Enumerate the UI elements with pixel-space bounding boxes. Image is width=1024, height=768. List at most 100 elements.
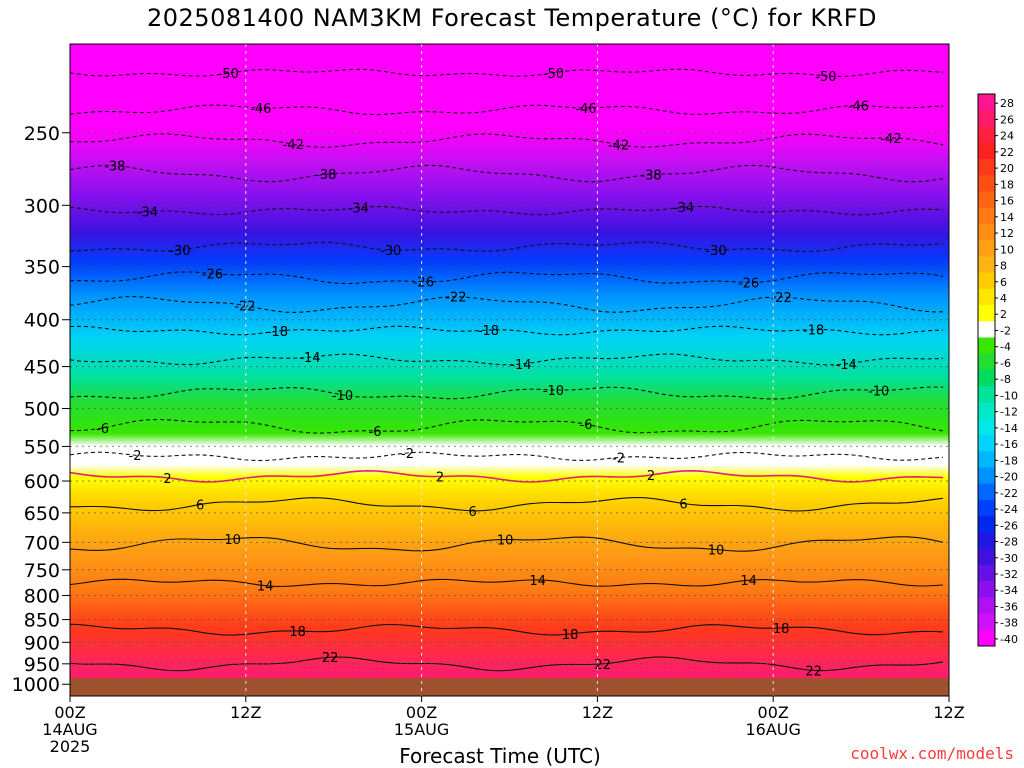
- colorbar-label: 24: [1000, 130, 1014, 143]
- colorbar-swatch: [978, 581, 995, 598]
- y-tick-label: 1000: [12, 674, 60, 696]
- colorbar-label: 22: [1000, 146, 1014, 159]
- colorbar-swatch: [978, 451, 995, 468]
- isotherm-label: 2: [647, 469, 655, 484]
- colorbar-swatch: [978, 370, 995, 387]
- colorbar-swatch: [978, 94, 995, 111]
- isotherm--46: [70, 104, 944, 116]
- isotherm-label: -50: [218, 67, 239, 82]
- ground-band: [70, 678, 949, 696]
- isotherm-label: -6: [96, 422, 109, 437]
- isotherm-label: -42: [880, 132, 901, 147]
- y-tick-label: 350: [24, 257, 60, 279]
- y-tick-label: 600: [24, 471, 60, 493]
- isotherm--26: [70, 271, 944, 285]
- isotherm-label: -46: [250, 102, 271, 117]
- x-tick-label: 12Z: [230, 703, 261, 722]
- isotherm--2: [70, 451, 944, 462]
- colorbar-label: 8: [1000, 260, 1007, 273]
- isotherm-22: [70, 656, 944, 672]
- isotherm--34: [70, 205, 944, 216]
- x-tick-label: 14AUG: [42, 720, 97, 739]
- colorbar-swatch: [978, 272, 995, 290]
- isotherm-label: 2: [163, 472, 171, 487]
- y-tick-label: 950: [24, 654, 60, 676]
- isotherm-label: -34: [348, 202, 369, 217]
- colorbar-swatch: [978, 110, 995, 127]
- x-tick-label: 00Z: [406, 703, 437, 722]
- colorbar-label: 28: [1000, 97, 1014, 110]
- isotherm-10: [70, 536, 944, 552]
- temperature-field: [70, 44, 949, 696]
- isotherm-label: -14: [510, 358, 531, 373]
- colorbar-frame: [977, 93, 996, 647]
- colorbar-label: -24: [1000, 503, 1018, 516]
- colorbar-label: -22: [1000, 487, 1018, 500]
- y-tick-label: 500: [24, 399, 60, 421]
- isotherm--50: [70, 68, 944, 77]
- colorbar-swatch: [978, 126, 995, 144]
- isotherm-label: -26: [413, 276, 434, 291]
- y-tick-label: 750: [24, 560, 60, 582]
- colorbar-label: -16: [1000, 438, 1018, 451]
- colorbar-swatch: [978, 548, 995, 566]
- y-tick-label: 400: [24, 310, 60, 332]
- isotherm-label: -26: [202, 268, 223, 283]
- colorbar-swatch: [978, 516, 995, 533]
- isotherm--10: [70, 386, 944, 400]
- isotherm-label: 6: [468, 505, 476, 520]
- colorbar-swatch: [978, 499, 995, 517]
- colorbar-label: -36: [1000, 600, 1018, 613]
- isotherm-label: -22: [445, 291, 466, 306]
- isotherm--30: [70, 241, 944, 253]
- colorbar-label: 14: [1000, 211, 1014, 224]
- isotherm-label: -14: [299, 351, 320, 366]
- colorbar-label: 20: [1000, 162, 1014, 175]
- isotherm-label: -18: [803, 324, 824, 339]
- colorbar-swatch: [978, 629, 995, 647]
- isotherm-label: -2: [129, 449, 142, 464]
- colorbar-label: 18: [1000, 178, 1014, 191]
- isotherm-label: 2: [436, 470, 444, 485]
- x-tick-label: 12Z: [933, 703, 964, 722]
- isotherm-label: -10: [543, 384, 564, 399]
- isotherm-label: 6: [679, 498, 687, 513]
- colorbar-label: -38: [1000, 617, 1018, 630]
- chart-title: 2025081400 NAM3KM Forecast Temperature (…: [146, 4, 878, 32]
- isotherm-label: -50: [543, 67, 564, 82]
- isotherm-6: [70, 496, 944, 512]
- isotherm--14: [70, 353, 944, 366]
- colorbar-swatch: [978, 321, 995, 339]
- isotherm-label: 18: [562, 628, 579, 643]
- colorbar-swatch: [978, 418, 995, 436]
- colorbar-label: 12: [1000, 227, 1014, 240]
- isotherm--38: [70, 164, 944, 183]
- colorbar-label: -4: [1000, 341, 1011, 354]
- isotherm-label: 6: [196, 498, 204, 513]
- x-tick-label: 00Z: [54, 703, 85, 722]
- isotherm-label: -42: [608, 139, 629, 154]
- colorbar-swatch: [978, 158, 995, 176]
- isotherm--42: [70, 133, 944, 148]
- colorbar-label: -8: [1000, 373, 1011, 386]
- isotherm-label: -34: [137, 206, 158, 221]
- x-tick-label: 00Z: [758, 703, 789, 722]
- colorbar-label: -18: [1000, 454, 1018, 467]
- y-tick-label: 650: [24, 503, 60, 525]
- y-tick-label: 450: [24, 357, 60, 379]
- isotherm-label: 14: [740, 574, 757, 589]
- isotherm--18: [70, 325, 944, 336]
- colorbar-label: -14: [1000, 422, 1018, 435]
- colorbar-swatch: [978, 434, 995, 452]
- isotherm-label: 22: [322, 651, 339, 666]
- colorbar-swatch: [978, 386, 995, 403]
- colorbar-swatch: [978, 142, 995, 160]
- isotherm-14: [70, 578, 944, 587]
- colorbar-label: 6: [1000, 276, 1007, 289]
- colorbar-label: -28: [1000, 536, 1018, 549]
- colorbar-label: -6: [1000, 357, 1011, 370]
- isotherm-label: -18: [478, 324, 499, 339]
- isotherm-label: -30: [380, 244, 401, 259]
- isotherm-label: 10: [224, 533, 241, 548]
- colorbar-swatch: [978, 288, 995, 306]
